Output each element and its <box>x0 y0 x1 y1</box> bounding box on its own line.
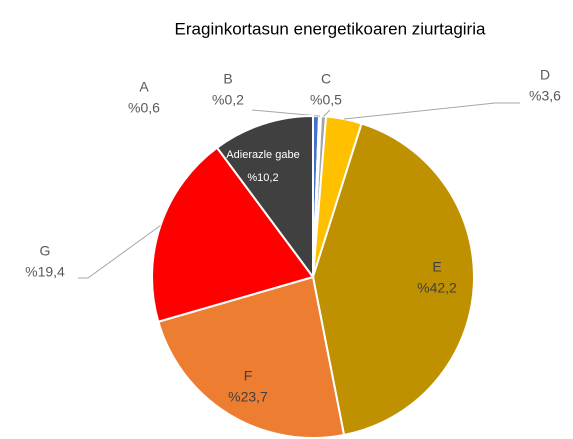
pie-slice <box>151 146 315 323</box>
category-label: Adierazle gabe <box>226 149 299 161</box>
value-label: %23,7 <box>228 389 268 405</box>
pie-slice <box>311 122 475 437</box>
value-label: %10,2 <box>247 172 278 184</box>
value-label: %0,6 <box>128 100 160 116</box>
category-label: B <box>223 71 232 87</box>
category-label: C <box>321 71 331 87</box>
leader-line <box>78 225 161 279</box>
value-label: %0,5 <box>310 92 342 108</box>
chart-title: Eraginkortasun energetikoaren ziurtagiri… <box>175 19 486 38</box>
pie-slice <box>157 275 346 439</box>
category-label: G <box>40 243 51 259</box>
value-label: %0,2 <box>212 92 244 108</box>
value-label: %42,2 <box>417 280 457 296</box>
value-label: %19,4 <box>25 264 65 280</box>
category-label: A <box>139 79 149 95</box>
category-label: F <box>244 368 253 384</box>
leader-line <box>323 109 331 117</box>
pie-slice <box>215 114 314 281</box>
leader-line <box>343 102 520 120</box>
category-label: E <box>432 259 441 275</box>
category-label: D <box>540 67 550 83</box>
value-label: %3,6 <box>529 88 561 104</box>
